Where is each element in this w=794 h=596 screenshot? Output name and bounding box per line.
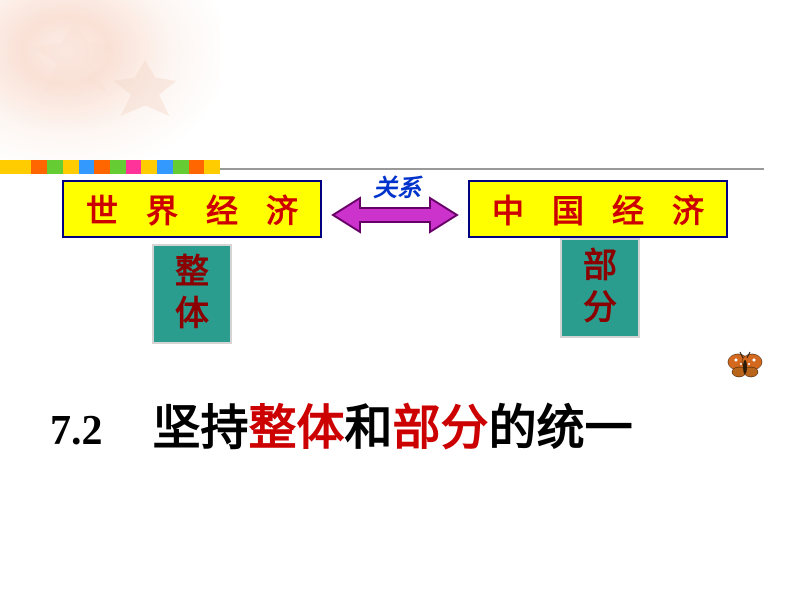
part-char1: 部	[562, 246, 638, 289]
title-prefix: 坚持	[153, 402, 249, 455]
china-economy-box: 中 国 经 济	[468, 180, 728, 238]
whole-char1: 整	[154, 252, 230, 295]
world-economy-box: 世 界 经 济	[62, 180, 322, 238]
section-number: 7.2	[50, 407, 103, 455]
part-char2: 分	[562, 288, 638, 331]
double-arrow-icon	[330, 195, 460, 235]
part-concept-box: 部 分	[560, 238, 640, 338]
whole-concept-box: 整 体	[152, 244, 232, 344]
title-suffix: 的统一	[489, 402, 633, 455]
world-economy-label: 世 界 经 济	[86, 193, 308, 229]
title-text: 坚持整体和部分的统一	[153, 388, 633, 458]
leaf-decoration	[0, 0, 220, 170]
title-whole: 整体	[249, 402, 345, 455]
butterfly-icon	[724, 350, 764, 380]
whole-char2: 体	[154, 294, 230, 337]
title-mid: 和	[345, 402, 393, 455]
horizontal-rule	[220, 168, 764, 170]
china-economy-label: 中 国 经 济	[492, 193, 714, 229]
color-strip	[0, 160, 220, 174]
section-title: 7.2 坚持整体和部分的统一	[50, 388, 764, 458]
title-part: 部分	[393, 402, 489, 455]
